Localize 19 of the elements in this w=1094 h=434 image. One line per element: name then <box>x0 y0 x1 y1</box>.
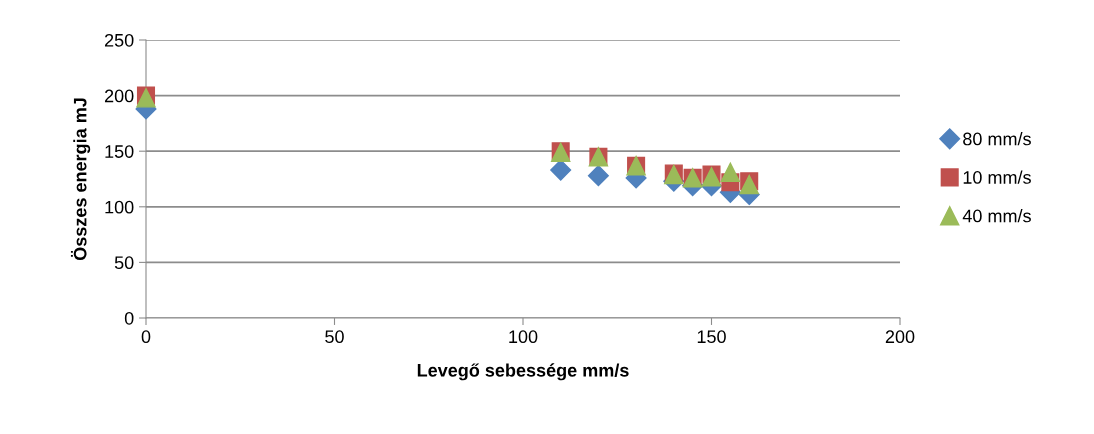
x-tick-label: 0 <box>141 330 151 344</box>
x-tick-label: 150 <box>697 330 726 344</box>
x-tick-label: 200 <box>885 330 915 344</box>
point <box>587 165 609 187</box>
legend-label: 80 mm/s <box>963 132 1031 146</box>
point <box>720 162 741 183</box>
x-axis-title: Levegő sebessége mm/s <box>417 363 629 381</box>
y-tick-label: 200 <box>104 89 134 103</box>
y-tick-label: 0 <box>124 311 134 325</box>
x-tick-label: 50 <box>325 330 344 344</box>
y-tick-label: 250 <box>104 33 134 47</box>
legend-label: 10 mm/s <box>963 170 1031 184</box>
y-tick-label: 100 <box>105 200 134 214</box>
y-tick-label: 50 <box>114 256 134 270</box>
point <box>550 159 572 181</box>
y-axis-title: Összes energia mJ <box>70 98 91 261</box>
legend-label: 40 mm/s <box>962 209 1031 223</box>
y-tick-label: 150 <box>105 145 134 158</box>
x-tick-label: 100 <box>509 330 538 344</box>
